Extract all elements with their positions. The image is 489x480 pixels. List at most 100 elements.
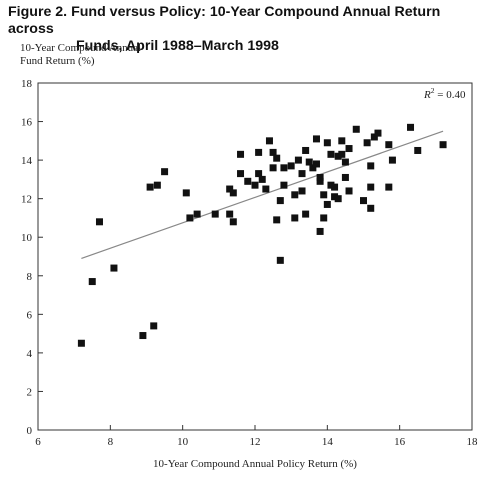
figure-title: Figure 2. Fund versus Policy: 10-Year Co…: [8, 4, 484, 55]
data-point: [439, 141, 447, 149]
data-point: [153, 181, 161, 189]
data-point: [280, 164, 288, 172]
data-point: [407, 123, 415, 131]
data-point: [291, 214, 299, 222]
data-point: [341, 173, 349, 181]
x-tick-label: 14: [322, 436, 334, 448]
data-point: [273, 154, 281, 162]
y-tick-label: 0: [27, 425, 33, 437]
data-points: [77, 123, 447, 347]
data-point: [95, 218, 103, 226]
data-point: [367, 162, 375, 170]
data-point: [316, 173, 324, 181]
data-point: [309, 164, 317, 172]
data-point: [255, 148, 263, 156]
data-point: [182, 189, 190, 197]
data-point: [211, 210, 219, 218]
y-axis: 0 2 4 6 8 10 12 14 16 18: [21, 78, 43, 437]
data-point: [294, 156, 302, 164]
data-point: [388, 156, 396, 164]
data-point: [316, 177, 324, 185]
data-point: [244, 177, 252, 185]
x-axis-label: 10-Year Compound Annual Policy Return (%…: [153, 458, 357, 470]
r-squared-annotation: R2 = 0.40: [423, 86, 466, 101]
data-point: [331, 193, 339, 201]
x-tick-label: 10: [177, 436, 189, 448]
data-point: [374, 129, 382, 137]
data-point: [251, 181, 259, 189]
data-point: [287, 162, 295, 170]
x-tick-label: 8: [108, 436, 114, 448]
data-point: [237, 170, 245, 178]
data-point: [345, 187, 353, 195]
data-point: [363, 139, 371, 147]
data-point: [338, 137, 346, 145]
data-point: [291, 191, 299, 199]
y-tick-label: 8: [27, 271, 33, 283]
data-point: [385, 141, 393, 149]
data-point: [280, 181, 288, 189]
data-point: [323, 200, 331, 208]
data-point: [345, 145, 353, 153]
data-point: [269, 148, 277, 156]
data-point: [302, 146, 310, 154]
y-axis-label-line2: Fund Return (%): [20, 55, 95, 67]
y-tick-label: 2: [27, 386, 33, 398]
data-point: [385, 183, 393, 191]
data-point: [276, 256, 284, 264]
data-point: [323, 139, 331, 147]
data-point: [298, 187, 306, 195]
data-point: [146, 183, 154, 191]
data-point: [305, 158, 313, 166]
data-point: [150, 322, 158, 330]
data-point: [77, 339, 85, 347]
r-symbol: R: [423, 89, 431, 101]
x-tick-label: 6: [35, 436, 41, 448]
data-point: [265, 137, 273, 145]
data-point: [312, 135, 320, 143]
data-point: [226, 185, 234, 193]
x-tick-label: 16: [394, 436, 406, 448]
data-point: [237, 150, 245, 158]
plot-area-frame: [37, 82, 473, 431]
data-point: [414, 146, 422, 154]
data-point: [258, 175, 266, 183]
data-point: [370, 133, 378, 141]
data-point: [320, 191, 328, 199]
data-point: [298, 170, 306, 178]
y-tick-label: 10: [21, 232, 33, 244]
data-point: [352, 125, 360, 133]
data-point: [331, 183, 339, 191]
data-point: [110, 264, 118, 272]
data-point: [193, 210, 201, 218]
trend-line: [81, 130, 444, 259]
data-point: [320, 214, 328, 222]
data-point: [186, 214, 194, 222]
y-tick-label: 16: [21, 117, 33, 129]
data-point: [316, 227, 324, 235]
x-tick-label: 18: [467, 436, 479, 448]
data-point: [229, 218, 237, 226]
data-point: [226, 210, 234, 218]
r-superscript: 2: [431, 86, 435, 95]
data-point: [327, 181, 335, 189]
data-point: [367, 204, 375, 212]
data-point: [88, 278, 96, 286]
data-point: [312, 160, 320, 168]
data-point: [139, 332, 147, 340]
data-point: [334, 152, 342, 160]
data-point: [229, 189, 237, 197]
y-axis-label-line1: 10-Year Compound Annual: [20, 42, 141, 54]
data-point: [302, 210, 310, 218]
r-value: = 0.40: [434, 89, 465, 101]
data-point: [269, 164, 277, 172]
x-axis: 6 8 10 12 14 16 18: [35, 425, 478, 448]
data-point: [255, 170, 263, 178]
data-point: [327, 150, 335, 158]
data-point: [338, 150, 346, 158]
y-tick-label: 14: [21, 155, 33, 167]
figure-title-line1: Figure 2. Fund versus Policy: 10-Year Co…: [8, 4, 441, 37]
data-point: [276, 197, 284, 205]
y-tick-label: 4: [27, 348, 33, 360]
